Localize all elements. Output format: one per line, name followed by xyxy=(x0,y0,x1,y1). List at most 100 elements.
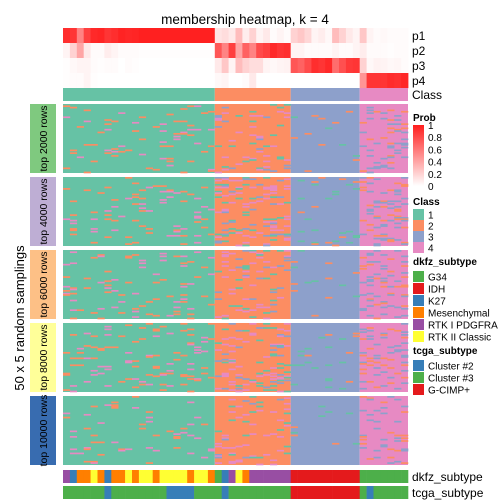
tcga-subtype-cell xyxy=(63,486,71,499)
sampling-cell xyxy=(318,336,326,339)
sampling-cell xyxy=(214,270,222,273)
dkfz-subtype-cell xyxy=(394,470,402,483)
sampling-cell xyxy=(214,171,222,174)
sampling-cell xyxy=(387,146,395,149)
sampling-cell xyxy=(283,345,291,347)
dkfz-legend-label: RTK I PDGFRA xyxy=(428,321,498,332)
sampling-cell xyxy=(97,372,105,375)
sampling-cell xyxy=(387,214,395,216)
sampling-cell xyxy=(394,218,402,221)
sampling-cell xyxy=(256,150,264,153)
sampling-cell xyxy=(263,317,271,320)
tcga-subtype-cell xyxy=(283,486,291,499)
tcga-subtype-cell xyxy=(290,486,298,499)
sampling-cell xyxy=(132,196,140,198)
sampling-cell xyxy=(201,423,209,426)
sampling-cell xyxy=(380,137,388,139)
prob-cell-p4 xyxy=(276,73,285,89)
sampling-cell xyxy=(221,229,229,232)
dkfz-subtype-cell xyxy=(352,470,360,483)
sampling-cell xyxy=(276,156,285,159)
tcga-subtype-cell xyxy=(249,486,257,499)
sampling-cell xyxy=(201,456,209,459)
sampling-cell xyxy=(270,343,278,346)
sampling-cell xyxy=(283,390,291,393)
sampling-cell xyxy=(104,128,112,131)
sampling-cell xyxy=(387,376,395,379)
tcga-subtype-cell xyxy=(387,486,395,499)
sampling-block-4 xyxy=(63,323,409,393)
sampling-cell xyxy=(194,217,202,219)
dkfz-legend-title: dkfz_subtype xyxy=(413,257,477,268)
sampling-cell xyxy=(283,185,291,187)
sampling-cell xyxy=(221,178,229,181)
tcga-subtype-cell xyxy=(187,486,195,499)
sampling-cell xyxy=(235,244,243,247)
sampling-cell xyxy=(283,250,291,252)
sampling-cell xyxy=(207,168,216,171)
prob-cell-p1 xyxy=(352,28,361,44)
class-segment-3 xyxy=(290,88,360,101)
sampling-cell xyxy=(145,416,153,419)
sampling-cell xyxy=(270,192,278,194)
prob-cell-p2 xyxy=(201,43,209,59)
tcga-subtype-cell xyxy=(132,486,140,499)
sampling-cell xyxy=(401,243,409,245)
sampling-cell xyxy=(228,447,236,449)
prob-cell-p1 xyxy=(380,28,388,44)
sampling-cell xyxy=(270,233,278,236)
dkfz-legend-swatch xyxy=(413,283,424,294)
sampling-cell xyxy=(152,168,160,171)
sampling-cell xyxy=(249,284,257,287)
sampling-cell xyxy=(283,178,291,181)
sampling-cell xyxy=(339,387,347,390)
sampling-cell xyxy=(387,328,395,331)
sampling-cell xyxy=(283,256,291,259)
sampling-cell xyxy=(166,189,174,192)
sampling-cell xyxy=(97,254,105,256)
prob-cell-p1 xyxy=(332,28,340,44)
dkfz-subtype-row-label: dkfz_subtype xyxy=(412,470,483,484)
sampling-cell xyxy=(235,329,243,332)
prob-cell-p2 xyxy=(366,43,374,59)
sampling-cell xyxy=(290,283,298,285)
sampling-cell xyxy=(325,197,333,200)
sampling-cell xyxy=(283,215,291,218)
sampling-cell xyxy=(401,462,409,464)
sampling-cell xyxy=(235,405,243,408)
tcga-subtype-cell xyxy=(359,486,367,499)
sampling-cell xyxy=(235,115,243,117)
dkfz-subtype-cell xyxy=(173,470,181,483)
sampling-cell xyxy=(228,380,236,383)
sampling-cell xyxy=(90,462,98,464)
sampling-cell xyxy=(394,350,402,353)
sampling-cell xyxy=(366,335,374,338)
sampling-cell xyxy=(132,340,140,343)
sampling-cell xyxy=(401,434,409,437)
sampling-cell xyxy=(401,265,409,267)
sampling-cell xyxy=(387,237,395,240)
sampling-cell xyxy=(132,219,140,222)
sampling-cell xyxy=(90,335,98,338)
sampling-cell xyxy=(221,361,229,364)
sampling-cell xyxy=(366,292,374,295)
sampling-cell xyxy=(242,177,250,179)
sampling-cell xyxy=(125,281,133,284)
sampling-cell xyxy=(194,416,202,419)
sampling-cell xyxy=(373,237,381,240)
prob-cell-p3 xyxy=(83,58,91,74)
sampling-cell xyxy=(180,427,188,430)
sampling-cell xyxy=(359,189,367,192)
sampling-cell xyxy=(249,396,257,398)
sampling-cell xyxy=(145,167,153,170)
sampling-cell xyxy=(380,234,388,237)
prob-cell-p1 xyxy=(345,28,354,44)
sampling-cell xyxy=(394,222,402,225)
prob-cell-p1 xyxy=(339,28,347,44)
sampling-block-5 xyxy=(63,396,409,466)
sampling-cell xyxy=(173,120,181,123)
prob-cell-p2 xyxy=(235,43,243,59)
sampling-cell xyxy=(159,389,167,391)
sampling-cell xyxy=(235,365,243,368)
tcga-subtype-cell xyxy=(276,486,285,499)
